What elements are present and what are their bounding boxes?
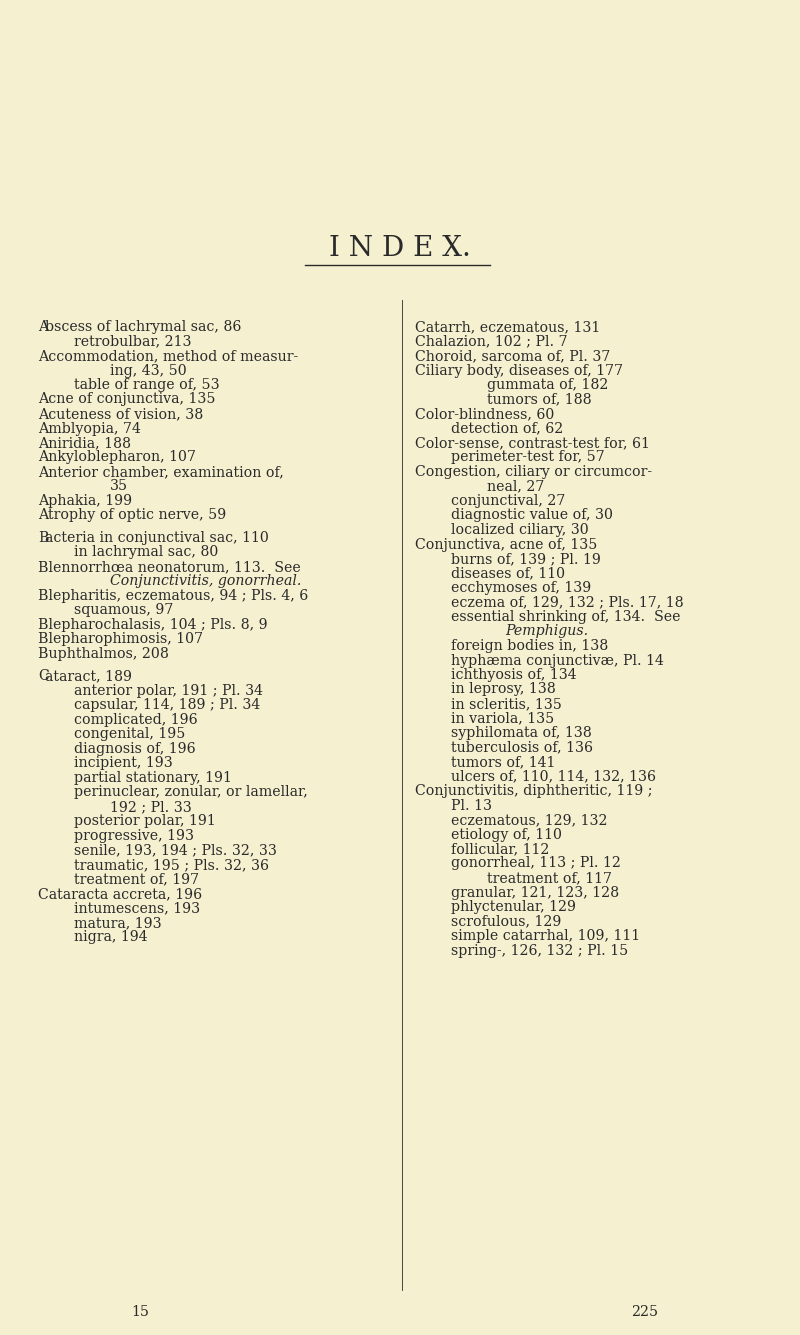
Text: partial stationary, 191: partial stationary, 191 [74,770,232,785]
Text: perimeter-test for, 57: perimeter-test for, 57 [451,450,605,465]
Text: follicular, 112: follicular, 112 [451,842,550,856]
Text: gonorrheal, 113 ; Pl. 12: gonorrheal, 113 ; Pl. 12 [451,857,621,870]
Text: Conjunctiva, acne of, 135: Conjunctiva, acne of, 135 [415,538,598,551]
Text: Anterior chamber, examination of,: Anterior chamber, examination of, [38,465,284,479]
Text: incipient, 193: incipient, 193 [74,757,173,770]
Text: congenital, 195: congenital, 195 [74,728,186,741]
Text: retrobulbar, 213: retrobulbar, 213 [74,335,191,348]
Text: syphilomata of, 138: syphilomata of, 138 [451,726,592,740]
Text: Blepharochalasis, 104 ; Pls. 8, 9: Blepharochalasis, 104 ; Pls. 8, 9 [38,618,268,631]
Text: I N D E X.: I N D E X. [329,235,471,262]
Text: squamous, 97: squamous, 97 [74,603,174,618]
Text: diagnosis of, 196: diagnosis of, 196 [74,742,196,756]
Text: Cataracta accreta, 196: Cataracta accreta, 196 [38,886,202,901]
Text: 225: 225 [631,1306,658,1319]
Text: B: B [38,531,49,545]
Text: tuberculosis of, 136: tuberculosis of, 136 [451,741,593,754]
Text: Aphakia, 199: Aphakia, 199 [38,494,132,509]
Text: Ankyloblepharon, 107: Ankyloblepharon, 107 [38,450,196,465]
Text: essential shrinking of, 134.  See: essential shrinking of, 134. See [451,610,681,623]
Text: Atrophy of optic nerve, 59: Atrophy of optic nerve, 59 [38,509,226,522]
Text: Pl. 13: Pl. 13 [451,798,492,813]
Text: anterior polar, 191 ; Pl. 34: anterior polar, 191 ; Pl. 34 [74,684,263,698]
Text: detection of, 62: detection of, 62 [451,422,563,435]
Text: localized ciliary, 30: localized ciliary, 30 [451,523,589,537]
Text: in scleritis, 135: in scleritis, 135 [451,697,562,712]
Text: Pemphigus.: Pemphigus. [505,625,588,638]
Text: senile, 193, 194 ; Pls. 32, 33: senile, 193, 194 ; Pls. 32, 33 [74,844,277,857]
Text: scrofulous, 129: scrofulous, 129 [451,914,562,929]
Text: phlyctenular, 129: phlyctenular, 129 [451,900,576,914]
Text: Buphthalmos, 208: Buphthalmos, 208 [38,647,169,661]
Text: Blepharitis, eczematous, 94 ; Pls. 4, 6: Blepharitis, eczematous, 94 ; Pls. 4, 6 [38,589,308,603]
Text: Congestion, ciliary or circumcor-: Congestion, ciliary or circumcor- [415,465,652,479]
Text: Aniridia, 188: Aniridia, 188 [38,437,131,450]
Text: ing, 43, 50: ing, 43, 50 [110,363,186,378]
Text: treatment of, 117: treatment of, 117 [487,870,612,885]
Text: Accommodation, method of measur-: Accommodation, method of measur- [38,348,298,363]
Text: Acne of conjunctiva, 135: Acne of conjunctiva, 135 [38,392,215,406]
Text: tumors of, 141: tumors of, 141 [451,756,555,769]
Text: diagnostic value of, 30: diagnostic value of, 30 [451,509,613,522]
Text: matura, 193: matura, 193 [74,916,162,930]
Text: simple catarrhal, 109, 111: simple catarrhal, 109, 111 [451,929,640,943]
Text: Blennorrhœa neonatorum, 113.  See: Blennorrhœa neonatorum, 113. See [38,559,301,574]
Text: nigra, 194: nigra, 194 [74,930,148,944]
Text: 35: 35 [110,479,128,494]
Text: ecchymoses of, 139: ecchymoses of, 139 [451,581,591,595]
Text: Ciliary body, diseases of, 177: Ciliary body, diseases of, 177 [415,363,623,378]
Text: spring-, 126, 132 ; Pl. 15: spring-, 126, 132 ; Pl. 15 [451,944,628,957]
Text: neal, 27: neal, 27 [487,479,544,494]
Text: Conjunctivitis, diphtheritic, 119 ;: Conjunctivitis, diphtheritic, 119 ; [415,784,653,798]
Text: Blepharophimosis, 107: Blepharophimosis, 107 [38,633,203,646]
Text: A: A [38,320,48,334]
Text: Color-blindness, 60: Color-blindness, 60 [415,407,554,421]
Text: eczematous, 129, 132: eczematous, 129, 132 [451,813,607,826]
Text: progressive, 193: progressive, 193 [74,829,194,842]
Text: in leprosy, 138: in leprosy, 138 [451,682,556,697]
Text: burns of, 139 ; Pl. 19: burns of, 139 ; Pl. 19 [451,551,601,566]
Text: hyphæma conjunctivæ, Pl. 14: hyphæma conjunctivæ, Pl. 14 [451,654,664,668]
Text: Catarrh, eczematous, 131: Catarrh, eczematous, 131 [415,320,600,334]
Text: C: C [38,669,49,684]
Text: tumors of, 188: tumors of, 188 [487,392,592,406]
Text: ulcers of, 110, 114, 132, 136: ulcers of, 110, 114, 132, 136 [451,769,656,784]
Text: 15: 15 [131,1306,149,1319]
Text: treatment of, 197: treatment of, 197 [74,873,199,886]
Text: ichthyosis of, 134: ichthyosis of, 134 [451,668,577,682]
Text: eczema of, 129, 132 ; Pls. 17, 18: eczema of, 129, 132 ; Pls. 17, 18 [451,595,684,610]
Text: in lachrymal sac, 80: in lachrymal sac, 80 [74,546,218,559]
Text: Color-sense, contrast-test for, 61: Color-sense, contrast-test for, 61 [415,437,650,450]
Text: Choroid, sarcoma of, Pl. 37: Choroid, sarcoma of, Pl. 37 [415,348,610,363]
Text: diseases of, 110: diseases of, 110 [451,566,565,581]
Text: table of range of, 53: table of range of, 53 [74,378,220,392]
Text: Chalazion, 102 ; Pl. 7: Chalazion, 102 ; Pl. 7 [415,335,568,348]
Text: complicated, 196: complicated, 196 [74,713,198,728]
Text: gummata of, 182: gummata of, 182 [487,378,608,392]
Text: perinuclear, zonular, or lamellar,: perinuclear, zonular, or lamellar, [74,785,308,800]
Text: Amblyopia, 74: Amblyopia, 74 [38,422,141,435]
Text: Conjunctivitis, gonorrheal.: Conjunctivitis, gonorrheal. [110,574,302,589]
Text: bscess of lachrymal sac, 86: bscess of lachrymal sac, 86 [45,320,241,334]
Text: ataract, 189: ataract, 189 [45,669,132,684]
Text: traumatic, 195 ; Pls. 32, 36: traumatic, 195 ; Pls. 32, 36 [74,858,269,872]
Text: Acuteness of vision, 38: Acuteness of vision, 38 [38,407,203,421]
Text: intumescens, 193: intumescens, 193 [74,901,200,916]
Text: in variola, 135: in variola, 135 [451,712,554,725]
Text: granular, 121, 123, 128: granular, 121, 123, 128 [451,885,619,900]
Text: foreign bodies in, 138: foreign bodies in, 138 [451,639,608,653]
Text: posterior polar, 191: posterior polar, 191 [74,814,216,829]
Text: acteria in conjunctival sac, 110: acteria in conjunctival sac, 110 [45,531,269,545]
Text: 192 ; Pl. 33: 192 ; Pl. 33 [110,800,192,814]
Text: capsular, 114, 189 ; Pl. 34: capsular, 114, 189 ; Pl. 34 [74,698,260,713]
Text: etiology of, 110: etiology of, 110 [451,828,562,841]
Text: conjunctival, 27: conjunctival, 27 [451,494,566,509]
